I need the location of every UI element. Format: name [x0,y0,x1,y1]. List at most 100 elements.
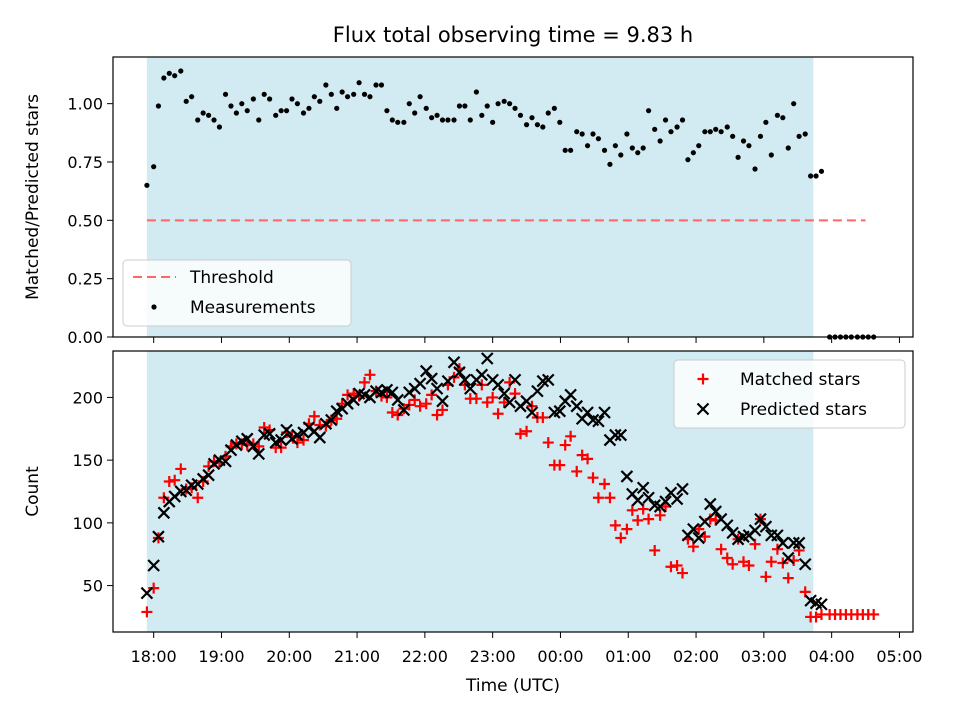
x-tick-label: 21:00 [334,647,380,666]
measurement-point [746,143,752,149]
predicted-star-point [419,364,433,378]
matched-star-point [492,408,504,420]
matched-star-point [676,567,688,579]
measurement-point [679,117,686,123]
measurement-point [434,112,440,118]
matched-star-point [727,558,739,570]
matched-star-point [291,437,303,449]
legend-measurement-label: Measurements [190,298,316,318]
predicted-star-point [425,372,438,385]
matched-star-point [565,430,577,442]
predicted-star-point [687,522,700,536]
predicted-star-point [491,378,505,392]
matched-star-point [148,582,160,594]
measurement-point [183,98,189,104]
measurement-point [579,131,585,137]
measurement-point [813,173,819,179]
matched-star-point [868,608,880,620]
matched-star-point [626,504,638,516]
measurement-point [311,94,317,100]
predicted-star-point [436,394,449,408]
predicted-star-point [413,377,427,390]
measurement-point [635,150,641,156]
measurement-point [166,70,172,76]
matched-star-point [431,409,443,421]
predicted-star-point [325,413,338,427]
predicted-star-point [670,492,684,506]
measurement-point [657,138,663,144]
measurement-point [484,103,490,109]
matched-star-point [364,369,376,381]
measurement-point [780,115,786,121]
measurement-point [250,96,256,102]
predicted-star-point [152,530,165,543]
predicted-star-point [196,472,210,486]
predicted-star-point [252,447,266,461]
predicted-star-point [464,382,477,395]
matched-star-point [765,556,777,568]
predicted-star-point [341,397,354,410]
predicted-star-point [581,406,594,419]
predicted-star-point [676,482,689,496]
measurement-point [574,129,580,135]
predicted-star-point [497,387,511,400]
matched-star-point [743,560,755,572]
measurement-point [618,152,624,158]
measurement-point [791,101,797,107]
measurement-point [356,80,362,86]
legend-box [122,259,352,327]
matched-star-point [571,465,583,477]
predicted-star-point [541,373,555,387]
measurement-point [724,124,730,130]
measurement-point [339,89,345,95]
measurement-point [233,110,239,116]
measurement-point [808,173,814,179]
matched-star-point [414,400,426,412]
ratio-legend: Threshold Measurements [122,259,352,327]
measurement-point [401,119,407,125]
measurement-point [818,168,825,174]
matched-star-point [554,459,566,471]
measurement-point [802,131,808,137]
matched-star-point [632,514,644,526]
matched-star-point [665,561,677,573]
measurement-point [629,145,635,151]
predicted-star-point [659,495,672,508]
predicted-star-point [274,433,288,447]
y-tick-label: 1.00 [67,95,103,114]
predicted-star-point [570,399,584,413]
matched-star-point [810,611,822,623]
legend-box [673,359,906,429]
predicted-star-point [247,440,260,453]
legend-predicted-swatch [696,402,710,416]
legend-measurement-swatch [151,304,157,310]
matched-star-point [409,394,421,406]
matched-star-point [749,538,761,550]
matched-star-point [715,543,727,555]
x-tick-label: 05:00 [876,647,922,666]
measurement-point [562,147,568,153]
predicted-star-point [781,551,795,565]
ratio-axes-frame [112,56,914,338]
ratio-marks [144,68,877,340]
ratio-y-axis-label: Matched/Predicted stars [23,94,43,300]
x-tick-label: 03:00 [741,647,787,666]
measurement-point [451,117,457,123]
predicted-star-point [430,382,444,395]
measurement-point [702,129,708,135]
y-tick-label: 0.25 [67,270,103,289]
predicted-star-point [792,536,806,550]
measurement-point [473,89,479,95]
measurement-point [323,82,329,88]
predicted-star-point [798,557,812,571]
matched-star-point [760,571,772,583]
matched-star-point [559,439,571,451]
measurement-point [412,110,418,116]
predicted-star-point [815,598,828,611]
measurement-point [406,101,412,107]
measurement-point [612,143,618,149]
matched-star-point [192,492,204,504]
measurement-point [796,133,802,139]
predicted-star-point [219,455,232,468]
